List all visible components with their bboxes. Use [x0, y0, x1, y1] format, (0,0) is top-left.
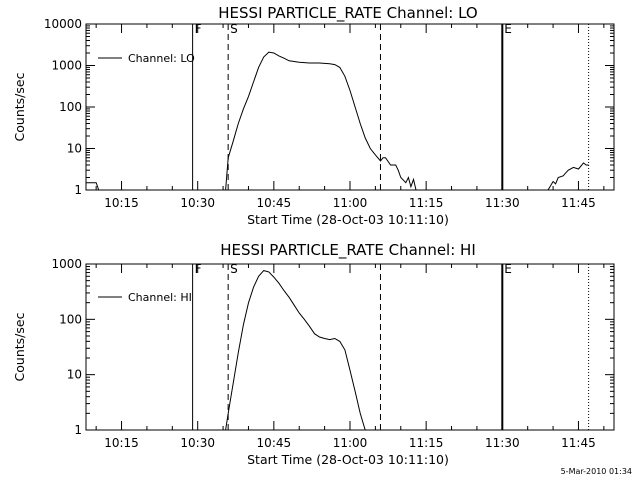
x-tick-label: 10:15	[104, 196, 139, 210]
marker-label: S	[230, 22, 238, 36]
x-axis-label: Start Time (28-Oct-03 10:11:10)	[247, 452, 449, 467]
marker-label: S	[230, 262, 238, 276]
x-tick-label: 11:15	[409, 196, 444, 210]
y-tick-label: 1	[74, 423, 82, 437]
y-axis-label: Counts/sec	[12, 72, 27, 141]
x-tick-label: 10:45	[257, 436, 292, 450]
chart-title: HESSI PARTICLE_RATE Channel: LO	[218, 4, 477, 23]
x-tick-label: 10:30	[180, 196, 215, 210]
x-tick-label: 11:45	[561, 436, 596, 450]
series-line	[225, 51, 417, 190]
timestamp-stamp: 5-Mar-2010 01:34	[561, 467, 632, 476]
y-tick-label: 100	[59, 100, 82, 114]
series-line	[86, 182, 100, 190]
y-tick-label: 1000	[51, 59, 82, 73]
y-tick-label: 1000	[51, 257, 82, 271]
x-tick-label: 11:30	[485, 196, 520, 210]
x-tick-label: 10:45	[257, 196, 292, 210]
chart-title: HESSI PARTICLE_RATE Channel: HI	[220, 241, 476, 260]
chart-panel-lo: HESSI PARTICLE_RATE Channel: LO Counts/s…	[12, 4, 615, 227]
series-line	[225, 270, 366, 430]
marker-label: E	[504, 262, 512, 276]
x-tick-label: 11:00	[333, 196, 368, 210]
x-tick-label: 11:00	[333, 436, 368, 450]
legend: Channel: HI	[98, 291, 192, 304]
x-tick-label: 11:15	[409, 436, 444, 450]
y-tick-label: 1	[74, 183, 82, 197]
x-tick-label: 10:30	[180, 436, 215, 450]
x-tick-label: 11:45	[561, 196, 596, 210]
y-tick-label: 10	[67, 368, 82, 382]
legend-label: Channel: HI	[128, 291, 192, 304]
plot-frame	[85, 23, 615, 191]
legend-label: Channel: LO	[128, 52, 195, 65]
legend: Channel: LO	[98, 52, 195, 65]
y-tick-label: 10000	[44, 17, 82, 31]
x-axis-label: Start Time (28-Oct-03 10:11:10)	[247, 212, 449, 227]
marker-label: F	[195, 262, 202, 276]
marker-label: F	[195, 22, 202, 36]
plot-frame	[85, 263, 615, 431]
y-tick-label: 10	[67, 142, 82, 156]
series-line	[547, 162, 589, 190]
x-tick-label: 10:15	[104, 436, 139, 450]
marker-label: E	[504, 22, 512, 36]
chart-panel-hi: HESSI PARTICLE_RATE Channel: HI Counts/s…	[12, 241, 615, 467]
y-axis-label: Counts/sec	[12, 312, 27, 381]
x-tick-label: 11:30	[485, 436, 520, 450]
y-tick-label: 100	[59, 312, 82, 326]
